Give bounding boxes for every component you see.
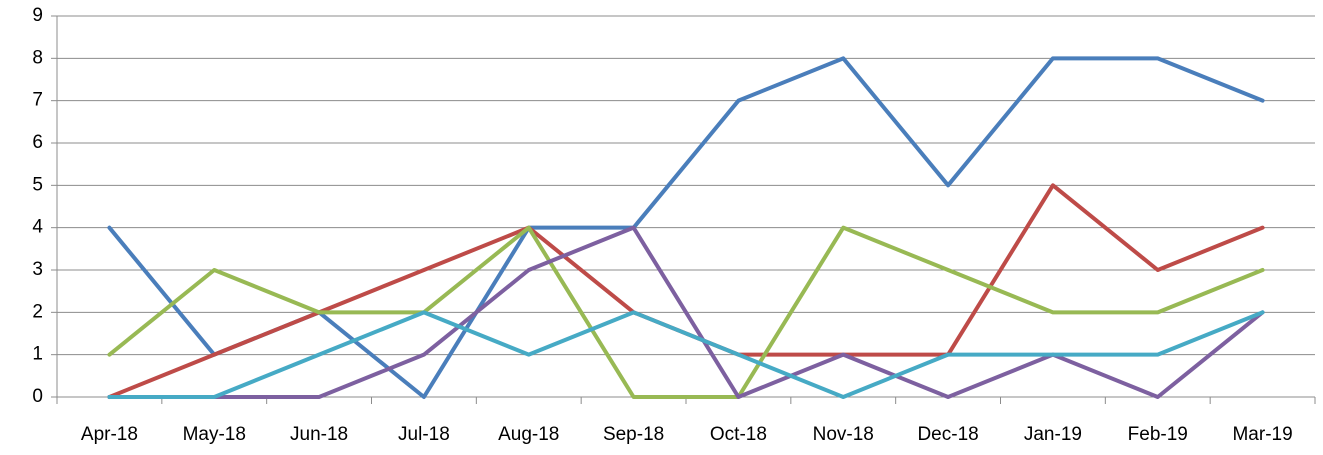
y-tick-label: 7 xyxy=(32,90,43,111)
series-line xyxy=(107,310,1265,399)
y-tick-label: 5 xyxy=(32,174,43,195)
y-tick-label: 1 xyxy=(32,344,43,365)
x-tick-label: Mar-19 xyxy=(1232,424,1292,445)
x-tick-label: Sep-18 xyxy=(603,424,664,445)
x-tick-label: May-18 xyxy=(183,424,246,445)
x-tick-label: Jul-18 xyxy=(398,424,450,445)
x-tick-label: Oct-18 xyxy=(710,424,767,445)
x-tick-label: Nov-18 xyxy=(813,424,874,445)
y-tick-label: 0 xyxy=(32,386,43,407)
y-tick-label: 2 xyxy=(32,301,43,322)
x-tick-label: Feb-19 xyxy=(1128,424,1188,445)
series-line xyxy=(107,225,1265,399)
y-tick-label: 9 xyxy=(32,5,43,26)
x-tick-label: Apr-18 xyxy=(81,424,138,445)
x-tick-label: Jan-19 xyxy=(1024,424,1082,445)
x-tick-label: Dec-18 xyxy=(917,424,978,445)
y-tick-label: 4 xyxy=(32,217,43,238)
series-line xyxy=(107,225,1265,399)
series-line xyxy=(107,183,1265,399)
y-tick-label: 6 xyxy=(32,132,43,153)
y-tick-label: 3 xyxy=(32,259,43,280)
x-tick-label: Aug-18 xyxy=(498,424,559,445)
y-tick-label: 8 xyxy=(32,47,43,68)
x-tick-label: Jun-18 xyxy=(290,424,348,445)
